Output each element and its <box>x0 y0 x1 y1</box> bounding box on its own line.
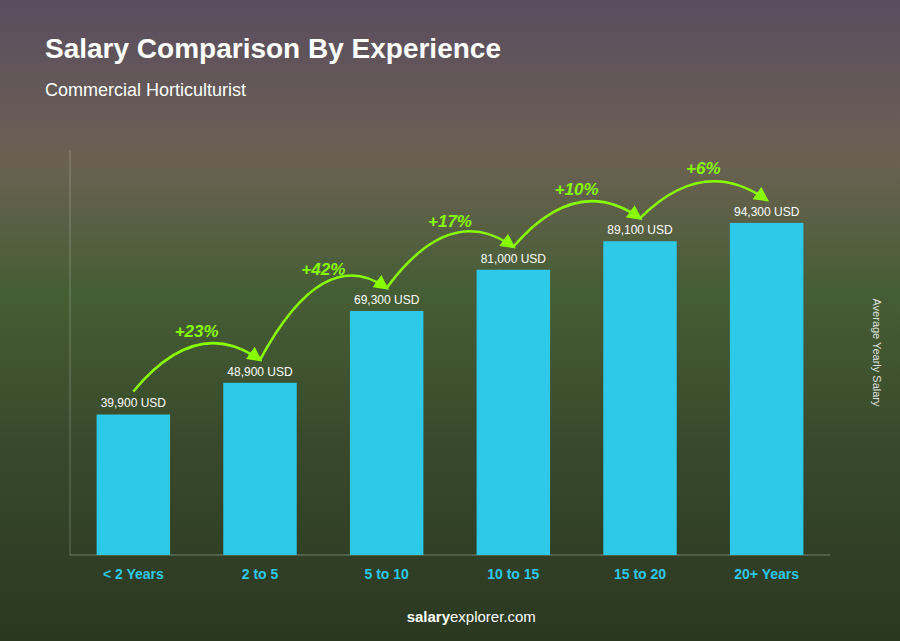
x-tick-label: 5 to 10 <box>364 566 409 582</box>
y-axis-line <box>70 150 71 555</box>
chart: Salary Comparison By Experience Commercia… <box>0 0 900 641</box>
y-label: Average Yearly Salary <box>871 298 883 407</box>
bars <box>97 223 804 555</box>
value-label: 69,300 USD <box>354 293 420 307</box>
change-arrow <box>387 231 514 288</box>
bar <box>477 270 550 555</box>
bar <box>97 414 170 555</box>
change-label: +17% <box>428 212 472 231</box>
x-tick-label: 10 to 15 <box>487 566 539 582</box>
change-label: +6% <box>686 159 721 178</box>
footer: salary <box>407 608 451 625</box>
change-label: +23% <box>175 322 219 341</box>
value-label: 81,000 USD <box>481 252 547 266</box>
value-label: 89,100 USD <box>607 223 673 237</box>
value-label: 39,900 USD <box>101 396 167 410</box>
bar <box>730 223 803 555</box>
footer: explorer.com <box>450 608 536 625</box>
x-axis-line <box>70 555 830 556</box>
background <box>0 0 900 641</box>
bar <box>350 311 423 555</box>
x-tick-label: < 2 Years <box>103 566 164 582</box>
bar <box>603 241 676 555</box>
value-label: 48,900 USD <box>227 365 293 379</box>
change-arrow <box>260 275 387 359</box>
subtitle: Commercial Horticulturist <box>45 80 246 100</box>
change-label: +10% <box>555 180 599 199</box>
value-label: 94,300 USD <box>734 205 800 219</box>
x-tick-label: 20+ Years <box>734 566 799 582</box>
change-arrow <box>133 343 260 391</box>
x-tick-label: 15 to 20 <box>614 566 666 582</box>
change-arrow <box>640 181 767 218</box>
change-arrow <box>513 201 640 247</box>
x-tick-label: 2 to 5 <box>242 566 279 582</box>
title: Salary Comparison By Experience <box>45 33 501 64</box>
bar <box>223 383 296 555</box>
change-label: +42% <box>301 260 345 279</box>
